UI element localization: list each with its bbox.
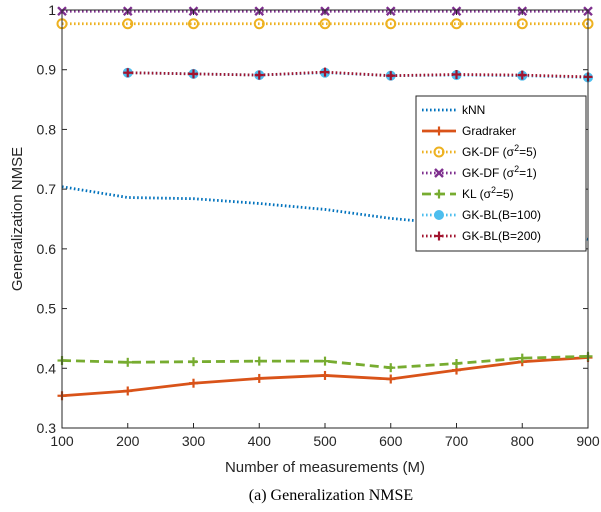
legend-label: Gradraker	[462, 124, 516, 138]
legend-item: Gradraker	[422, 124, 516, 138]
x-tick-label: 100	[50, 433, 74, 449]
legend-label: KL (σ2=5)	[462, 185, 514, 201]
data-point	[189, 378, 198, 388]
series-gk-df-2-5	[56, 18, 594, 30]
legend-label: GK-BL(B=100)	[462, 208, 541, 222]
legend-marker	[434, 126, 444, 136]
x-tick-label: 300	[182, 433, 206, 449]
legend-label: GK-BL(B=200)	[462, 229, 541, 243]
data-point	[517, 70, 527, 80]
legend-item: GK-BL(B=100)	[422, 208, 541, 222]
data-point	[254, 356, 264, 366]
figure-caption: (a) Generalization NMSE	[249, 487, 413, 504]
axis-ticks: 100 200 300 400 500 600 700 800 900 0.3 0.4 0.5 0.6 0…	[37, 2, 600, 449]
data-point	[451, 18, 462, 30]
y-axis-label: Generalization NMSE	[9, 147, 26, 291]
data-point	[253, 18, 265, 30]
x-tick-label: 900	[576, 433, 600, 449]
data-point	[123, 386, 133, 396]
y-tick-label: 1	[48, 2, 56, 18]
data-point	[386, 71, 396, 81]
x-tick-label: 600	[379, 433, 403, 449]
data-point	[254, 70, 264, 80]
data-point	[123, 68, 133, 78]
data-point	[189, 69, 198, 79]
y-tick-label: 0.3	[37, 420, 57, 436]
x-tick-label: 700	[445, 433, 469, 449]
data-point	[254, 373, 264, 383]
legend-label: GK-DF (σ2=1)	[462, 164, 537, 180]
data-point	[189, 357, 198, 367]
legend: kNN Gradraker GK-DF (σ2=5) GK-DF (σ2=1) KL (…	[415, 95, 587, 252]
x-tick-label: 800	[511, 433, 535, 449]
y-tick-label: 0.6	[37, 241, 57, 257]
series-gk-bl-b-200	[123, 67, 593, 82]
series-line	[127, 70, 589, 79]
data-point	[319, 18, 331, 30]
legend-label: GK-DF (σ2=5)	[462, 143, 537, 159]
legend-box	[415, 95, 587, 252]
x-tick-label: 200	[116, 433, 140, 449]
series-line	[61, 354, 589, 370]
data-point	[386, 374, 396, 384]
data-point	[452, 69, 461, 79]
data-point	[386, 363, 396, 373]
legend-marker	[433, 146, 445, 158]
data-point	[123, 357, 133, 367]
data-point	[320, 356, 330, 366]
y-tick-label: 0.4	[37, 360, 57, 376]
legend-marker	[434, 210, 444, 220]
data-point	[188, 18, 199, 30]
legend-label: kNN	[462, 103, 485, 117]
data-point	[516, 18, 528, 30]
legend-item: GK-DF (σ2=1)	[422, 164, 537, 180]
legend-item: GK-BL(B=200)	[422, 229, 541, 243]
data-point	[517, 353, 527, 363]
legend-item: kNN	[422, 103, 485, 117]
x-axis-label: Number of measurements (M)	[225, 459, 425, 476]
legend-marker	[434, 168, 444, 178]
y-tick-label: 0.9	[37, 62, 57, 78]
data-point	[320, 67, 330, 77]
y-tick-label: 0.7	[37, 181, 57, 197]
data-point	[320, 370, 330, 380]
y-tick-label: 0.8	[37, 121, 57, 137]
legend-marker	[434, 231, 444, 241]
legend-marker	[434, 189, 444, 199]
x-tick-label: 400	[248, 433, 272, 449]
data-point	[385, 18, 397, 30]
x-tick-label: 500	[313, 433, 337, 449]
y-tick-label: 0.5	[37, 301, 57, 317]
data-point	[452, 359, 461, 369]
legend-item: GK-DF (σ2=5)	[422, 143, 537, 159]
legend-item: KL (σ2=5)	[422, 185, 514, 201]
data-point	[122, 18, 134, 30]
